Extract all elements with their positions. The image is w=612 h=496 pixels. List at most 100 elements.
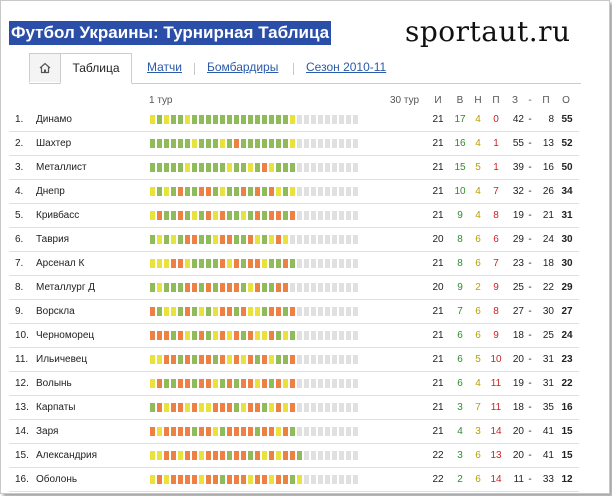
match-result-cell <box>290 115 295 124</box>
match-result-cell <box>192 427 197 436</box>
future-match-cell <box>311 451 316 460</box>
match-result-cell <box>241 451 246 460</box>
table-row: 8. Металлург Д 20 9 2 9 25 22 29- <box>9 276 579 300</box>
points: 24 <box>561 330 573 341</box>
match-result-cell <box>206 115 211 124</box>
match-result-cell <box>283 235 288 244</box>
future-match-cell <box>318 475 323 484</box>
match-result-cell <box>241 355 246 364</box>
match-result-cell <box>213 451 218 460</box>
match-result-cell <box>220 235 225 244</box>
match-result-cell <box>213 403 218 412</box>
match-result-cell <box>150 403 155 412</box>
match-result-cell <box>206 187 211 196</box>
match-result-cell <box>234 379 239 388</box>
points: 52 <box>561 138 573 149</box>
draws-count: 4 <box>475 378 481 389</box>
future-match-cell <box>318 307 323 316</box>
future-match-cell <box>318 283 323 292</box>
row-position: 4. <box>15 186 24 197</box>
match-result-cell <box>164 259 169 268</box>
score-dash: - <box>528 234 532 245</box>
points: 29 <box>561 282 573 293</box>
future-match-cell <box>346 139 351 148</box>
row-position: 2. <box>15 138 24 149</box>
future-match-cell <box>318 139 323 148</box>
match-result-cell <box>234 355 239 364</box>
tab-scorers[interactable]: Бомбардиры <box>207 60 279 74</box>
games-played: 21 <box>432 114 444 125</box>
future-match-cell <box>297 259 302 268</box>
draws-count: 4 <box>475 114 481 125</box>
match-result-cell <box>283 451 288 460</box>
match-result-cell <box>234 475 239 484</box>
future-match-cell <box>346 355 351 364</box>
match-result-cell <box>164 235 169 244</box>
future-match-cell <box>304 187 309 196</box>
match-result-cell <box>185 331 190 340</box>
future-match-cell <box>332 163 337 172</box>
match-result-cell <box>213 235 218 244</box>
match-result-cell <box>157 259 162 268</box>
games-played: 21 <box>432 138 444 149</box>
match-result-cell <box>269 475 274 484</box>
match-result-cell <box>241 211 246 220</box>
team-name: Ворскла <box>36 306 75 317</box>
match-result-cell <box>234 139 239 148</box>
match-result-cell <box>234 331 239 340</box>
match-result-cell <box>241 331 246 340</box>
match-result-cell <box>262 331 267 340</box>
match-result-cell <box>241 475 246 484</box>
match-result-cell <box>150 115 155 124</box>
match-result-cell <box>199 451 204 460</box>
games-played: 21 <box>432 306 444 317</box>
future-match-cell <box>339 307 344 316</box>
match-result-cell <box>227 379 232 388</box>
tab-matches[interactable]: Матчи <box>147 60 182 74</box>
draws-count: 6 <box>475 258 481 269</box>
future-match-cell <box>339 115 344 124</box>
future-match-cell <box>311 235 316 244</box>
match-result-cell <box>276 307 281 316</box>
match-result-cell <box>220 283 225 292</box>
games-played: 21 <box>432 258 444 269</box>
team-name: Металлург Д <box>36 282 96 293</box>
future-match-cell <box>325 355 330 364</box>
match-result-cell <box>213 379 218 388</box>
tab-season[interactable]: Сезон 2010-11 <box>306 60 387 74</box>
match-result-cell <box>206 259 211 268</box>
future-match-cell <box>311 403 316 412</box>
tab-home[interactable] <box>29 53 61 82</box>
future-match-cell <box>318 355 323 364</box>
future-match-cell <box>339 379 344 388</box>
match-result-cell <box>178 235 183 244</box>
match-result-cell <box>206 427 211 436</box>
score-dash: - <box>528 210 532 221</box>
match-result-cell <box>269 403 274 412</box>
losses-count: 13 <box>490 450 502 461</box>
match-result-cell <box>164 475 169 484</box>
future-match-cell <box>304 379 309 388</box>
match-result-cell <box>185 187 190 196</box>
match-result-cell <box>297 475 302 484</box>
future-match-cell <box>332 403 337 412</box>
score-dash: - <box>528 354 532 365</box>
future-match-cell <box>297 115 302 124</box>
match-result-cell <box>150 451 155 460</box>
points: 30 <box>561 258 573 269</box>
match-result-cell <box>283 187 288 196</box>
match-result-cell <box>262 283 267 292</box>
goals-for: 11 <box>513 474 524 485</box>
future-match-cell <box>346 115 351 124</box>
match-result-cell <box>241 379 246 388</box>
losses-count: 7 <box>493 186 499 197</box>
future-match-cell <box>304 475 309 484</box>
match-result-cell <box>150 259 155 268</box>
match-result-cell <box>297 451 302 460</box>
match-result-cell <box>248 259 253 268</box>
tab-table[interactable]: Таблица <box>60 53 132 84</box>
losses-count: 8 <box>493 210 499 221</box>
future-match-cell <box>297 235 302 244</box>
row-position: 6. <box>15 234 24 245</box>
future-match-cell <box>325 427 330 436</box>
